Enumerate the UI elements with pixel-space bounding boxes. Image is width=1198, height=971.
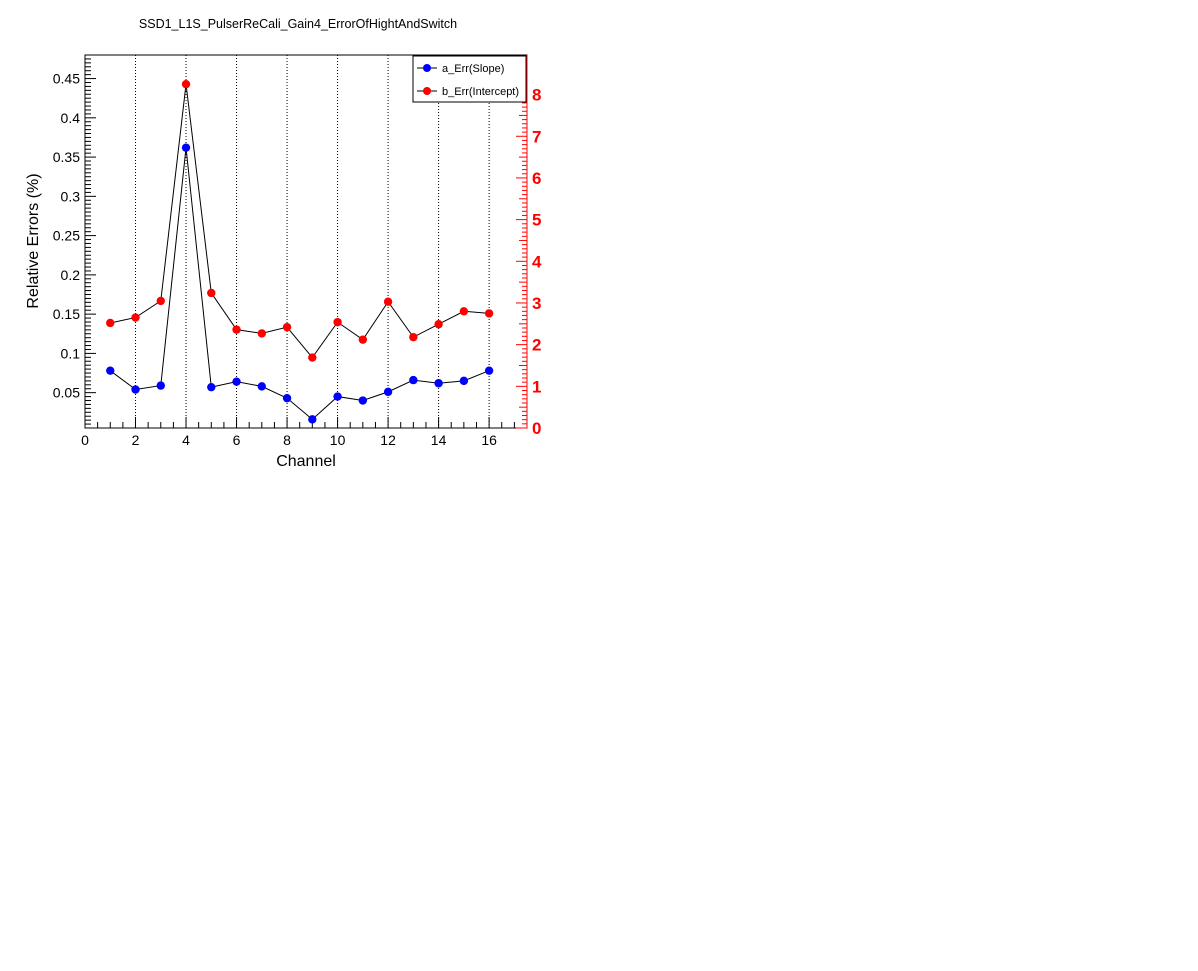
x-axis-label: Channel — [276, 453, 336, 470]
y-tick-label: 0.45 — [53, 71, 80, 87]
data-point-1 — [181, 79, 191, 89]
y2-tick-label: 5 — [532, 211, 541, 230]
chart-title: SSD1_L1S_PulserReCali_Gain4_ErrorOfHight… — [139, 17, 457, 31]
x-tick-label: 2 — [132, 432, 140, 448]
data-point-0 — [459, 376, 469, 386]
data-point-0 — [434, 379, 443, 388]
y2-tick-label: 6 — [532, 169, 541, 188]
y2-tick-label: 8 — [532, 86, 541, 105]
y-tick-label: 0.1 — [61, 345, 81, 361]
x-tick-label: 0 — [81, 432, 89, 448]
grid-lines — [135, 55, 490, 428]
legend-label-slope: a_Err(Slope) — [442, 63, 504, 75]
data-point-0 — [409, 375, 418, 385]
data-point-0 — [207, 382, 216, 392]
data-point-1 — [308, 353, 317, 362]
y-tick-label: 0.15 — [53, 306, 80, 322]
data-point-1 — [333, 317, 342, 327]
y-tick-label: 0.2 — [61, 267, 81, 283]
y-tick-label: 0.25 — [53, 228, 80, 244]
data-point-0 — [232, 377, 241, 386]
data-point-0 — [131, 385, 140, 394]
x-tick-label: 8 — [283, 432, 291, 448]
data-point-1 — [232, 325, 241, 334]
data-point-0 — [282, 393, 292, 403]
data-point-1 — [383, 297, 393, 306]
data-point-0 — [106, 366, 115, 375]
data-point-0 — [383, 387, 393, 397]
data-point-0 — [308, 415, 317, 424]
legend-box — [412, 55, 527, 103]
y2-tick-label: 1 — [532, 377, 541, 396]
x-tick-label: 16 — [481, 432, 497, 448]
data-point-0 — [156, 381, 165, 390]
data-point-1 — [106, 318, 115, 328]
data-point-1 — [358, 335, 368, 344]
data-point-1 — [434, 320, 443, 329]
x-axis: 0 2 4 6 8 10 12 14 16 — [81, 417, 528, 448]
y2-tick-label: 7 — [532, 127, 541, 146]
y-tick-label: 0.4 — [61, 110, 81, 126]
y-tick-label: 0.35 — [53, 149, 80, 165]
x-tick-label: 14 — [431, 432, 447, 448]
y-axis-left: 0.05 0.1 0.15 0.2 0.25 0.3 0.35 0.4 0.45 — [53, 58, 96, 429]
data-point-0 — [484, 366, 494, 375]
y2-tick-label: 2 — [532, 336, 541, 355]
x-tick-label: 10 — [330, 432, 346, 448]
x-tick-label: 12 — [380, 432, 396, 448]
data-point-0 — [358, 396, 368, 405]
plot-frame — [84, 54, 528, 429]
series-line-0 — [109, 147, 490, 421]
legend-label-intercept: b_Err(Intercept) — [442, 86, 519, 98]
data-point-1 — [409, 332, 418, 342]
data-point-1 — [484, 309, 494, 318]
x-tick-label: 4 — [182, 432, 190, 448]
y-axis-right: 0 1 2 3 4 5 6 7 8 — [516, 55, 542, 438]
data-point-1 — [156, 296, 165, 306]
series-line-1 — [110, 84, 490, 359]
x-tick-label: 6 — [233, 432, 241, 448]
y-tick-label: 0.05 — [53, 385, 80, 401]
data-point-0 — [333, 392, 342, 401]
data-point-1 — [131, 313, 140, 322]
data-point-0 — [257, 382, 266, 391]
data-point-1 — [257, 329, 266, 338]
y2-tick-label: 0 — [532, 419, 541, 438]
legend-marker-intercept — [423, 87, 431, 95]
legend-marker-slope — [423, 64, 431, 72]
series-layer — [106, 79, 494, 424]
data-point-1 — [207, 288, 216, 298]
y-axis-label: Relative Errors (%) — [25, 173, 42, 308]
data-point-1 — [282, 322, 292, 332]
y2-tick-label: 4 — [532, 252, 542, 271]
y-tick-label: 0.3 — [61, 188, 81, 204]
legend: a_Err(Slope) b_Err(Intercept) — [412, 55, 527, 103]
data-point-1 — [459, 307, 469, 316]
data-point-0 — [181, 143, 191, 152]
y2-tick-label: 3 — [532, 294, 541, 313]
